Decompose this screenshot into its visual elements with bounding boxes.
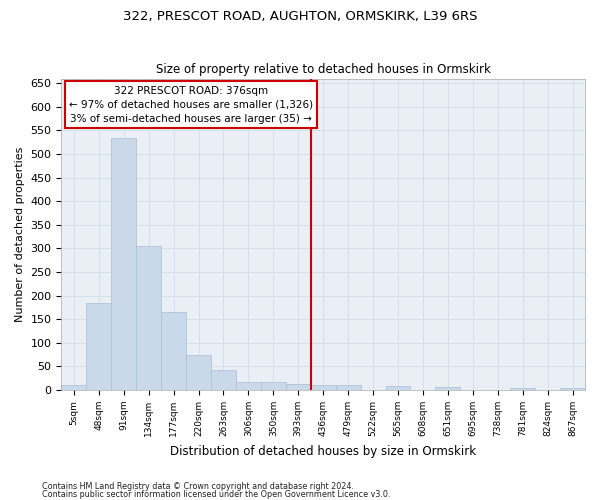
- X-axis label: Distribution of detached houses by size in Ormskirk: Distribution of detached houses by size …: [170, 444, 476, 458]
- Bar: [61, 386, 86, 390]
- Bar: [211, 370, 236, 390]
- Bar: [560, 388, 585, 390]
- Bar: [261, 382, 286, 390]
- Bar: [436, 387, 460, 390]
- Bar: [236, 382, 261, 390]
- Bar: [86, 303, 111, 390]
- Bar: [186, 354, 211, 390]
- Bar: [161, 312, 186, 390]
- Bar: [311, 386, 335, 390]
- Bar: [335, 386, 361, 390]
- Text: Contains HM Land Registry data © Crown copyright and database right 2024.: Contains HM Land Registry data © Crown c…: [42, 482, 354, 491]
- Bar: [286, 384, 311, 390]
- Bar: [510, 388, 535, 390]
- Bar: [136, 246, 161, 390]
- Text: 322 PRESCOT ROAD: 376sqm
← 97% of detached houses are smaller (1,326)
3% of semi: 322 PRESCOT ROAD: 376sqm ← 97% of detach…: [69, 86, 313, 124]
- Bar: [111, 138, 136, 390]
- Text: 322, PRESCOT ROAD, AUGHTON, ORMSKIRK, L39 6RS: 322, PRESCOT ROAD, AUGHTON, ORMSKIRK, L3…: [123, 10, 477, 23]
- Bar: [386, 386, 410, 390]
- Y-axis label: Number of detached properties: Number of detached properties: [15, 146, 25, 322]
- Title: Size of property relative to detached houses in Ormskirk: Size of property relative to detached ho…: [156, 63, 491, 76]
- Text: Contains public sector information licensed under the Open Government Licence v3: Contains public sector information licen…: [42, 490, 391, 499]
